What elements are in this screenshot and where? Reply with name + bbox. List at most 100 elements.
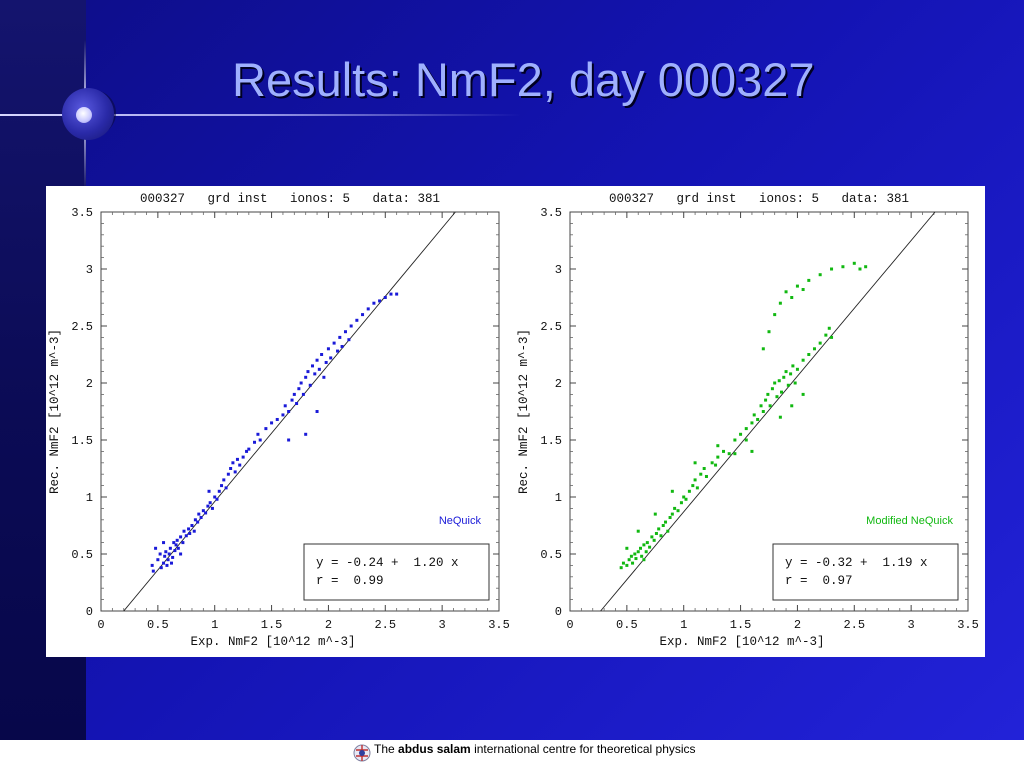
data-point xyxy=(773,381,777,385)
data-point xyxy=(629,554,633,558)
y-tick-label: 0.5 xyxy=(540,548,562,562)
data-point xyxy=(807,278,811,282)
data-point xyxy=(631,561,635,565)
data-point xyxy=(704,474,708,478)
data-point xyxy=(684,497,688,501)
data-point xyxy=(188,531,192,535)
x-tick-label: 3.5 xyxy=(957,618,979,632)
data-point xyxy=(193,518,197,522)
chart-2: 000327 grd inst ionos: 5 data: 381 0 0.5 1 1… xyxy=(517,192,979,649)
data-point xyxy=(245,449,249,453)
stats-regression: y = -0.24 + 1.20 x xyxy=(316,556,459,570)
data-point xyxy=(654,531,658,535)
data-point xyxy=(827,326,831,330)
scatter-charts: 000327 grd inst ionos: 5 data: 381 0 0.5 1 1… xyxy=(48,192,979,649)
data-point xyxy=(668,516,672,520)
data-point xyxy=(759,404,763,408)
data-point xyxy=(229,467,233,470)
data-point xyxy=(777,379,781,383)
data-point xyxy=(159,566,163,570)
data-point xyxy=(217,489,221,493)
data-point xyxy=(807,353,811,356)
y-tick-label: 1 xyxy=(555,491,562,505)
data-point xyxy=(270,421,274,425)
data-point xyxy=(292,392,296,396)
data-point xyxy=(640,554,644,558)
y-tick-label: 3.5 xyxy=(540,206,562,220)
data-point xyxy=(313,372,317,376)
data-point xyxy=(625,546,629,550)
data-point xyxy=(295,402,299,406)
data-point xyxy=(795,284,799,288)
footer-rest: international centre for theoretical phy… xyxy=(474,742,696,756)
data-point xyxy=(676,509,680,513)
x-tick-label: 2.5 xyxy=(374,618,396,632)
data-point xyxy=(361,313,365,317)
data-point xyxy=(297,387,301,391)
data-point xyxy=(621,561,625,565)
data-point xyxy=(231,461,235,465)
data-point xyxy=(770,387,774,391)
y-tick-label: 2 xyxy=(86,377,93,391)
x-tick-label: 1 xyxy=(680,618,687,632)
data-point xyxy=(332,341,336,345)
data-point xyxy=(190,524,194,527)
x-tick-label: 0.5 xyxy=(147,618,169,632)
data-point xyxy=(673,506,677,510)
data-point xyxy=(864,265,868,269)
data-point xyxy=(642,543,646,547)
data-point xyxy=(168,546,172,550)
data-point xyxy=(642,558,646,562)
data-point xyxy=(627,558,631,562)
x-tick-label: 1 xyxy=(211,618,218,632)
data-point xyxy=(695,486,699,490)
data-point xyxy=(687,489,691,493)
data-point xyxy=(283,404,287,408)
data-point xyxy=(766,392,770,396)
data-point xyxy=(633,552,637,556)
data-point xyxy=(199,516,203,520)
data-point xyxy=(744,438,748,442)
data-point xyxy=(653,512,657,516)
data-point xyxy=(693,478,697,482)
data-point xyxy=(778,415,782,419)
data-point xyxy=(744,427,748,431)
data-point xyxy=(693,461,697,465)
data-point xyxy=(733,452,737,456)
data-point xyxy=(336,349,340,353)
x-tick-label: 2.5 xyxy=(843,618,865,632)
data-point xyxy=(782,375,786,379)
data-point xyxy=(739,432,743,436)
x-tick-label: 2 xyxy=(325,618,332,632)
stats-box xyxy=(772,543,959,601)
data-point xyxy=(224,486,228,490)
data-point xyxy=(164,550,168,554)
footer-bar xyxy=(0,740,1024,768)
data-point xyxy=(175,538,179,542)
data-point xyxy=(714,463,718,467)
chart-1: 000327 grd inst ionos: 5 data: 381 0 0.5 1 1… xyxy=(48,192,510,649)
data-point xyxy=(780,390,784,394)
data-point xyxy=(166,558,170,562)
data-point xyxy=(750,421,754,425)
data-point xyxy=(322,375,326,379)
data-point xyxy=(773,313,777,317)
data-point xyxy=(752,413,756,417)
data-point xyxy=(778,301,782,305)
data-point xyxy=(329,356,333,360)
data-point xyxy=(349,324,353,328)
data-point xyxy=(299,381,303,385)
data-point xyxy=(220,484,224,488)
data-point xyxy=(290,398,294,402)
decorative-dot xyxy=(76,107,92,123)
data-point xyxy=(181,541,185,545)
data-point xyxy=(235,457,239,461)
y-axis-label: Rec. NmF2 [10^12 m^-3] xyxy=(48,329,62,494)
y-tick-label: 1.5 xyxy=(71,434,93,448)
data-point xyxy=(716,455,720,459)
data-point xyxy=(793,381,797,385)
data-point xyxy=(824,333,828,337)
data-point xyxy=(666,529,670,533)
data-point xyxy=(165,563,169,567)
data-point xyxy=(682,495,686,499)
